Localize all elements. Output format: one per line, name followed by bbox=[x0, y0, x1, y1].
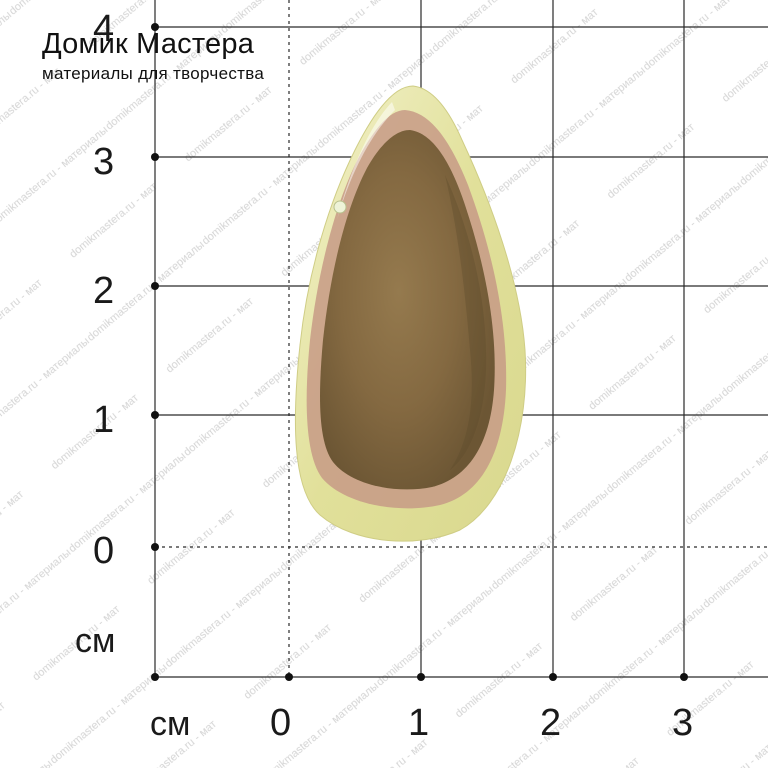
x-unit-label: см bbox=[150, 705, 191, 743]
y-tick-1: 1 bbox=[93, 399, 115, 441]
pendant-highlight bbox=[337, 102, 395, 220]
x-tick-1: 1 bbox=[408, 702, 430, 744]
tick-dots bbox=[151, 23, 688, 681]
y-tick-3: 3 bbox=[93, 141, 115, 183]
brand-title: Домик Мастера bbox=[42, 28, 255, 60]
teardrop-stone-pendant bbox=[294, 85, 527, 542]
y-tick-4: 4 bbox=[93, 8, 115, 50]
zero-axis-dotted bbox=[155, 0, 768, 680]
pendant-core bbox=[320, 130, 495, 490]
pendant-core-shadow bbox=[445, 175, 487, 470]
pendant-drill-hole bbox=[333, 200, 347, 214]
brand-subtitle: материалы для творчества bbox=[42, 64, 265, 83]
x-tick-2: 2 bbox=[540, 702, 562, 744]
x-tick-3: 3 bbox=[672, 702, 694, 744]
y-unit-label: см bbox=[75, 622, 116, 660]
y-tick-0: 0 bbox=[93, 530, 115, 572]
x-tick-0: 0 bbox=[270, 702, 292, 744]
y-tick-2: 2 bbox=[93, 270, 115, 312]
